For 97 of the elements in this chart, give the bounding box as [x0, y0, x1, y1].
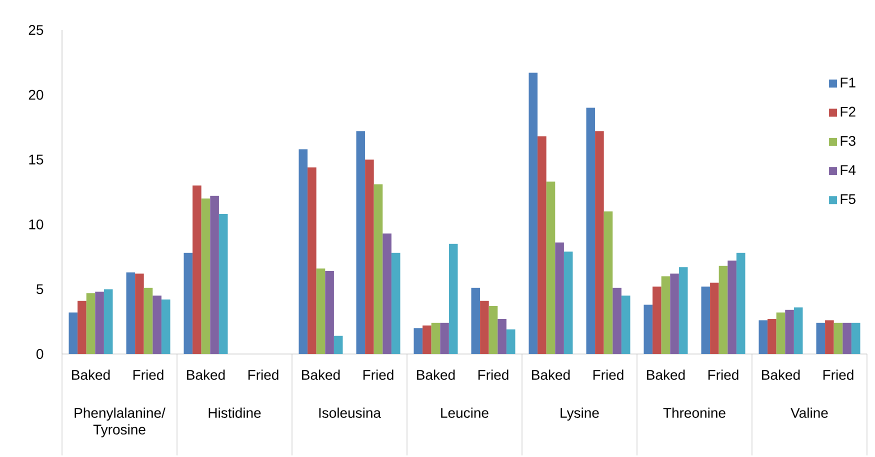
bar: [382, 233, 392, 354]
bar: [564, 252, 573, 354]
bar: [670, 274, 679, 354]
bar: [776, 312, 786, 354]
bar: [356, 131, 366, 354]
x-tick-label: Baked: [187, 370, 225, 380]
bar: [480, 300, 489, 354]
x-tick-label: Baked: [302, 370, 340, 380]
bar: [546, 182, 556, 354]
bar: [825, 320, 834, 354]
bar: [448, 244, 458, 354]
y-tick-label: 0: [36, 349, 44, 359]
text: Leucine: [441, 408, 488, 418]
bar: [621, 296, 630, 354]
bar: [471, 288, 480, 354]
legend-label: F1: [840, 78, 856, 88]
bar: [644, 304, 653, 354]
bar: [710, 282, 719, 354]
x-tick-label: Baked: [762, 370, 800, 380]
bar: [758, 320, 768, 354]
legend-label: F3: [840, 136, 856, 146]
bar: [728, 260, 736, 354]
bar: [701, 286, 710, 354]
bar: [95, 292, 104, 354]
bar: [414, 328, 423, 354]
bar: [126, 272, 136, 354]
bar: [506, 329, 516, 354]
bar: [218, 214, 228, 354]
text: Lysine: [560, 408, 599, 421]
bar: [612, 288, 622, 354]
bar: [374, 184, 383, 354]
bar: [586, 108, 596, 354]
bar: [842, 322, 852, 354]
bar: [78, 300, 86, 354]
bar: [678, 267, 688, 354]
bar: [298, 149, 308, 354]
bar: [192, 186, 202, 354]
legend-label: F2: [840, 106, 856, 117]
bar: [595, 131, 604, 354]
text: Histidine: [208, 408, 261, 418]
x-tick-label: Fried: [248, 370, 278, 380]
bar: [210, 196, 219, 354]
y-tick-label: 5: [36, 284, 44, 294]
bar: [785, 310, 794, 354]
bar: [604, 211, 613, 354]
bar: [440, 322, 449, 354]
text: Isoleusina: [319, 408, 382, 418]
bar: [334, 336, 343, 354]
bar: [135, 274, 144, 354]
bar: [422, 325, 432, 354]
bar: [528, 72, 538, 354]
bar: [498, 319, 506, 354]
x-tick-label: Fried: [363, 370, 394, 380]
bar: [86, 293, 96, 354]
bar: [325, 271, 334, 354]
bar: [768, 319, 776, 354]
y-tick-label: 20: [28, 90, 44, 100]
bar: [104, 289, 113, 354]
x-tick-label: Baked: [417, 370, 455, 380]
text: Threonine: [663, 408, 726, 418]
bar: [144, 288, 153, 354]
bar: [184, 252, 193, 354]
bar: [68, 312, 78, 354]
text: Phenylalanine/ Tyrosine: [74, 408, 166, 438]
bar: [736, 252, 746, 354]
x-tick-label: Baked: [532, 370, 570, 380]
bar: [431, 322, 440, 354]
x-tick-label: Fried: [478, 370, 508, 380]
bar: [316, 268, 326, 354]
y-tick-label: 15: [29, 154, 44, 164]
bar: [391, 252, 400, 354]
y-tick-label: 10: [29, 219, 44, 230]
x-tick-label: Baked: [72, 370, 110, 380]
bar: [538, 136, 546, 354]
bar: [652, 286, 662, 354]
bar: [834, 322, 843, 354]
bar: [365, 160, 374, 354]
text: Valine: [790, 408, 828, 418]
y-tick-label: 25: [28, 25, 44, 35]
legend-label: F4: [840, 165, 856, 175]
bar: [152, 296, 162, 354]
x-tick-label: Fried: [133, 370, 164, 380]
x-tick-label: Fried: [708, 370, 738, 380]
bar: [201, 198, 210, 354]
bar: [661, 276, 670, 354]
x-tick-label: Fried: [593, 370, 624, 380]
bar: [488, 306, 498, 354]
bar: [308, 167, 316, 354]
bar: [851, 322, 860, 354]
bar: [555, 242, 564, 354]
bar: [161, 300, 170, 354]
legend-label: F5: [840, 194, 856, 204]
bar: [816, 322, 826, 354]
bar: [718, 266, 728, 354]
x-tick-label: Baked: [647, 370, 685, 380]
bar: [794, 307, 803, 354]
x-tick-label: Fried: [823, 370, 854, 380]
